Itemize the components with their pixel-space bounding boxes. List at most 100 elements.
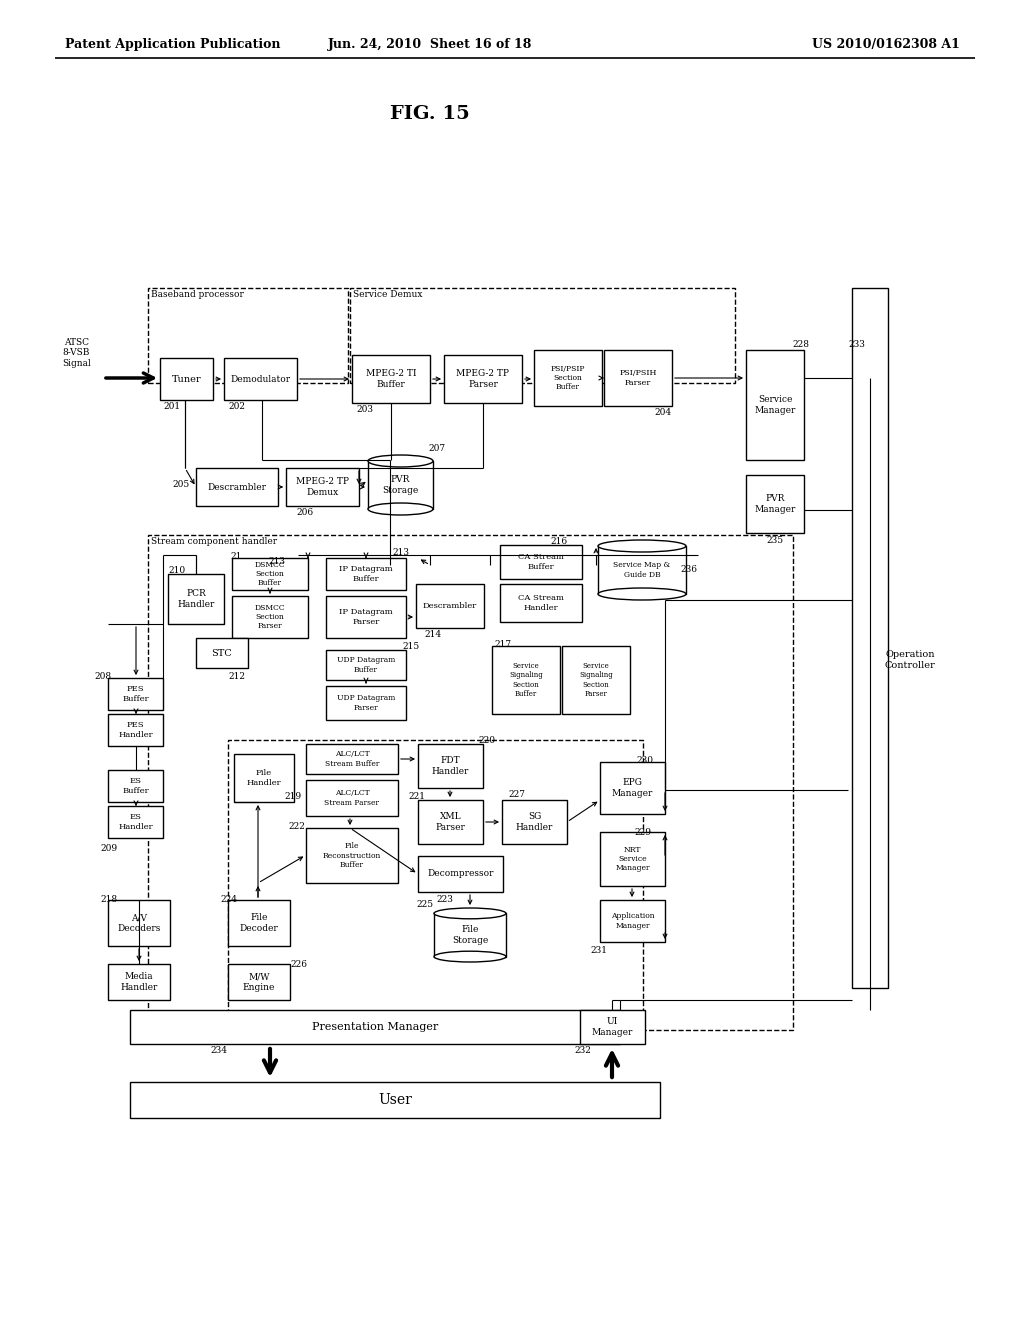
Text: PVR
Storage: PVR Storage: [382, 475, 419, 495]
Text: FDT
Handler: FDT Handler: [432, 756, 469, 776]
Text: Tuner: Tuner: [172, 375, 202, 384]
Bar: [228, 964, 290, 1001]
Bar: [306, 828, 398, 883]
Bar: [286, 469, 359, 506]
Text: 227: 227: [508, 789, 525, 799]
Text: Service Demux: Service Demux: [353, 290, 423, 300]
Text: A/V
Decoders: A/V Decoders: [118, 913, 161, 933]
Text: 205: 205: [172, 480, 189, 488]
Text: Stream component handler: Stream component handler: [151, 537, 278, 546]
Bar: [326, 686, 406, 719]
Bar: [232, 597, 308, 638]
Bar: [326, 558, 406, 590]
Ellipse shape: [434, 908, 506, 919]
Text: SG
Handler: SG Handler: [516, 812, 553, 832]
Bar: [852, 288, 888, 987]
Text: 209: 209: [100, 843, 117, 853]
Bar: [234, 754, 294, 803]
Text: Application
Manager: Application Manager: [610, 912, 654, 929]
Text: 230: 230: [636, 756, 653, 766]
Text: 203: 203: [356, 405, 373, 414]
Text: STC: STC: [212, 648, 232, 657]
Bar: [600, 762, 665, 814]
Text: UDP Datagram
Parser: UDP Datagram Parser: [337, 694, 395, 711]
Bar: [416, 583, 484, 628]
Bar: [598, 546, 686, 594]
Text: XML
Parser: XML Parser: [435, 812, 466, 832]
Text: FIG. 15: FIG. 15: [390, 106, 470, 123]
Text: CA Stream
Handler: CA Stream Handler: [518, 594, 564, 611]
Bar: [108, 714, 163, 746]
Text: UI
Manager: UI Manager: [592, 1018, 633, 1036]
Text: UDP Datagram
Buffer: UDP Datagram Buffer: [337, 656, 395, 673]
Text: NRT
Service
Manager: NRT Service Manager: [615, 846, 650, 873]
Text: File
Reconstruction
Buffer: File Reconstruction Buffer: [323, 842, 381, 869]
Bar: [580, 1010, 645, 1044]
Ellipse shape: [434, 952, 506, 962]
Text: 204: 204: [654, 408, 671, 417]
Bar: [746, 350, 804, 459]
Text: IP Datagram
Parser: IP Datagram Parser: [339, 609, 393, 626]
Text: ALC/LCT
Stream Parser: ALC/LCT Stream Parser: [325, 789, 380, 807]
Bar: [130, 1082, 660, 1118]
Bar: [444, 355, 522, 403]
Text: 213: 213: [392, 548, 409, 557]
Bar: [228, 741, 643, 1026]
Text: 222: 222: [288, 822, 305, 832]
Text: 202: 202: [228, 403, 245, 411]
Text: Media
Handler: Media Handler: [120, 973, 158, 991]
Bar: [368, 461, 433, 510]
Bar: [350, 288, 735, 383]
Text: Service
Signaling
Section
Buffer: Service Signaling Section Buffer: [509, 663, 543, 698]
Text: 235: 235: [766, 536, 783, 545]
Text: 214: 214: [424, 630, 441, 639]
Text: Service Map &
Guide DB: Service Map & Guide DB: [613, 561, 671, 578]
Text: Presentation Manager: Presentation Manager: [312, 1022, 438, 1032]
Bar: [228, 900, 290, 946]
Bar: [108, 900, 170, 946]
Text: Descrambler: Descrambler: [208, 483, 266, 491]
Bar: [500, 545, 582, 579]
Text: ES
Buffer: ES Buffer: [122, 777, 148, 795]
Ellipse shape: [598, 540, 686, 552]
Text: 236: 236: [680, 565, 697, 574]
Bar: [502, 800, 567, 843]
Bar: [418, 855, 503, 892]
Text: 206: 206: [296, 508, 313, 517]
Text: File
Storage: File Storage: [452, 925, 488, 945]
Bar: [160, 358, 213, 400]
Text: 217: 217: [494, 640, 511, 649]
Text: EPG
Manager: EPG Manager: [611, 779, 653, 797]
Text: 207: 207: [428, 444, 445, 453]
Bar: [168, 574, 224, 624]
Text: PES
Handler: PES Handler: [118, 722, 153, 739]
Text: 212: 212: [228, 672, 245, 681]
Text: 220: 220: [478, 737, 495, 744]
Bar: [746, 475, 804, 533]
Text: DSMCC
Section
Parser: DSMCC Section Parser: [255, 603, 286, 630]
Text: 219: 219: [284, 792, 301, 801]
Bar: [604, 350, 672, 407]
Text: PES
Buffer: PES Buffer: [122, 685, 148, 702]
Text: US 2010/0162308 A1: US 2010/0162308 A1: [812, 38, 961, 51]
Text: MPEG-2 TI
Buffer: MPEG-2 TI Buffer: [366, 370, 416, 388]
Text: 210: 210: [168, 566, 185, 576]
Text: File
Decoder: File Decoder: [240, 913, 279, 933]
Bar: [108, 964, 170, 1001]
Text: IP Datagram
Buffer: IP Datagram Buffer: [339, 565, 393, 582]
Text: File
Handler: File Handler: [247, 770, 282, 787]
Text: 233: 233: [848, 341, 865, 348]
Bar: [326, 649, 406, 680]
Text: 215: 215: [402, 642, 419, 651]
Text: Demodulator: Demodulator: [230, 375, 291, 384]
Text: Descrambler: Descrambler: [423, 602, 477, 610]
Bar: [108, 678, 163, 710]
Text: 226: 226: [290, 960, 307, 969]
Text: 218: 218: [100, 895, 117, 904]
Text: Operation
Controller: Operation Controller: [885, 651, 935, 669]
Text: 213: 213: [268, 557, 285, 566]
Text: ES
Handler: ES Handler: [118, 813, 153, 830]
Text: ALC/LCT
Stream Buffer: ALC/LCT Stream Buffer: [325, 750, 379, 768]
Bar: [108, 807, 163, 838]
Text: MPEG-2 TP
Parser: MPEG-2 TP Parser: [457, 370, 510, 388]
